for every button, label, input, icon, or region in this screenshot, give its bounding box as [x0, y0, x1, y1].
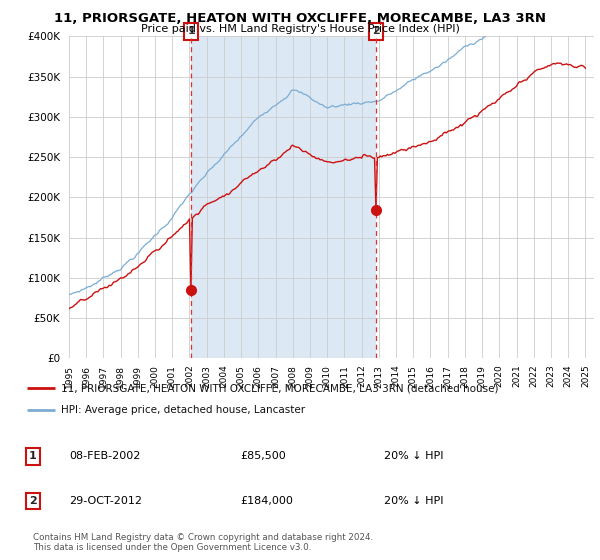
Text: 1: 1 — [187, 26, 195, 36]
Text: 11, PRIORSGATE, HEATON WITH OXCLIFFE, MORECAMBE, LA3 3RN: 11, PRIORSGATE, HEATON WITH OXCLIFFE, MO… — [54, 12, 546, 25]
Text: 20% ↓ HPI: 20% ↓ HPI — [384, 496, 443, 506]
Text: £184,000: £184,000 — [240, 496, 293, 506]
Text: This data is licensed under the Open Government Licence v3.0.: This data is licensed under the Open Gov… — [33, 543, 311, 552]
Text: 1: 1 — [29, 451, 37, 461]
Text: 08-FEB-2002: 08-FEB-2002 — [69, 451, 140, 461]
Text: 2: 2 — [29, 496, 37, 506]
Bar — [191, 36, 376, 358]
Text: 2: 2 — [372, 26, 380, 36]
Text: Price paid vs. HM Land Registry's House Price Index (HPI): Price paid vs. HM Land Registry's House … — [140, 24, 460, 34]
Text: £85,500: £85,500 — [240, 451, 286, 461]
Text: HPI: Average price, detached house, Lancaster: HPI: Average price, detached house, Lanc… — [61, 405, 305, 415]
Text: 11, PRIORSGATE, HEATON WITH OXCLIFFE, MORECAMBE, LA3 3RN (detached house): 11, PRIORSGATE, HEATON WITH OXCLIFFE, MO… — [61, 383, 499, 393]
Text: Contains HM Land Registry data © Crown copyright and database right 2024.: Contains HM Land Registry data © Crown c… — [33, 533, 373, 542]
Text: 20% ↓ HPI: 20% ↓ HPI — [384, 451, 443, 461]
Text: 29-OCT-2012: 29-OCT-2012 — [69, 496, 142, 506]
